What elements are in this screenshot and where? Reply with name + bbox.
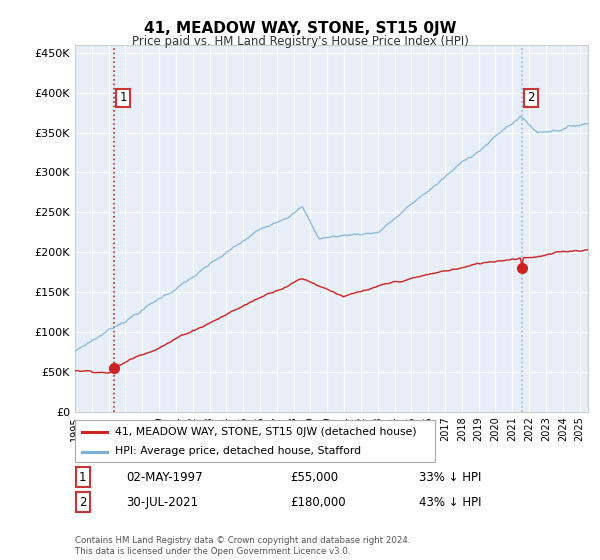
Text: Contains HM Land Registry data © Crown copyright and database right 2024.
This d: Contains HM Land Registry data © Crown c… — [75, 536, 410, 556]
Text: 41, MEADOW WAY, STONE, ST15 0JW: 41, MEADOW WAY, STONE, ST15 0JW — [144, 21, 456, 36]
Text: 33% ↓ HPI: 33% ↓ HPI — [419, 470, 481, 483]
Text: £180,000: £180,000 — [290, 496, 346, 509]
Text: 2: 2 — [527, 91, 535, 105]
Text: HPI: Average price, detached house, Stafford: HPI: Average price, detached house, Staf… — [115, 446, 361, 456]
Text: 2: 2 — [79, 496, 86, 509]
Text: 30-JUL-2021: 30-JUL-2021 — [127, 496, 199, 509]
Text: 02-MAY-1997: 02-MAY-1997 — [127, 470, 203, 483]
Text: Price paid vs. HM Land Registry's House Price Index (HPI): Price paid vs. HM Land Registry's House … — [131, 35, 469, 48]
Text: 1: 1 — [79, 470, 86, 483]
Text: 43% ↓ HPI: 43% ↓ HPI — [419, 496, 481, 509]
Text: £55,000: £55,000 — [290, 470, 338, 483]
Text: 1: 1 — [119, 91, 127, 105]
Text: 41, MEADOW WAY, STONE, ST15 0JW (detached house): 41, MEADOW WAY, STONE, ST15 0JW (detache… — [115, 427, 416, 437]
